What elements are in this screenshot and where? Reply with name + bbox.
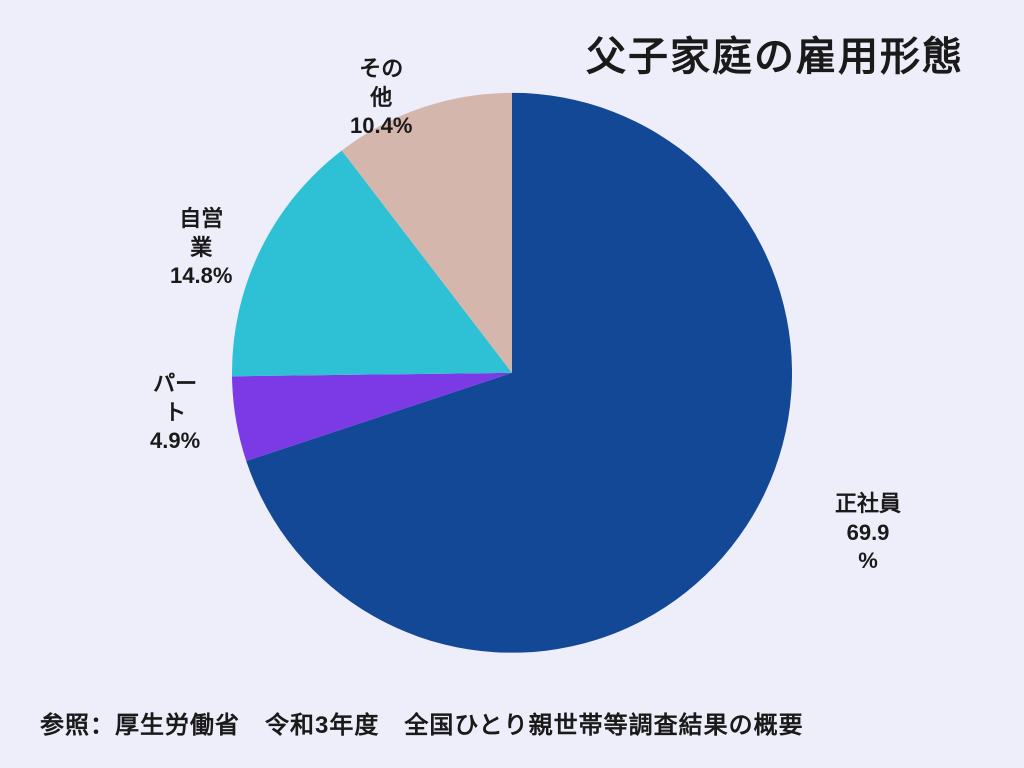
slice-label-line: 業 xyxy=(170,234,232,263)
slice-label-line: 正社員 xyxy=(835,490,901,519)
slice-label: パート4.9% xyxy=(150,370,200,456)
slice-label-line: パー xyxy=(150,370,200,399)
slice-label-line: 14.8% xyxy=(170,262,232,291)
slice-label-line: 69.9 xyxy=(835,519,901,548)
slice-label-line: % xyxy=(835,547,901,576)
slice-label-line: 他 xyxy=(350,84,412,113)
pie-chart xyxy=(232,93,792,653)
chart-title: 父子家庭の雇用形態 xyxy=(586,24,964,82)
pie-chart-container xyxy=(232,93,792,653)
slice-label-line: 自営 xyxy=(170,205,232,234)
slice-label-line: その xyxy=(350,55,412,84)
source-footer: 参照：厚生労働省 令和3年度 全国ひとり親世帯等調査結果の概要 xyxy=(40,705,804,740)
slice-label-line: 4.9% xyxy=(150,427,200,456)
slice-label-line: ト xyxy=(150,399,200,428)
slice-label: 正社員69.9% xyxy=(835,490,901,576)
slice-label: その他10.4% xyxy=(350,55,412,141)
slice-label-line: 10.4% xyxy=(350,112,412,141)
slice-label: 自営業14.8% xyxy=(170,205,232,291)
